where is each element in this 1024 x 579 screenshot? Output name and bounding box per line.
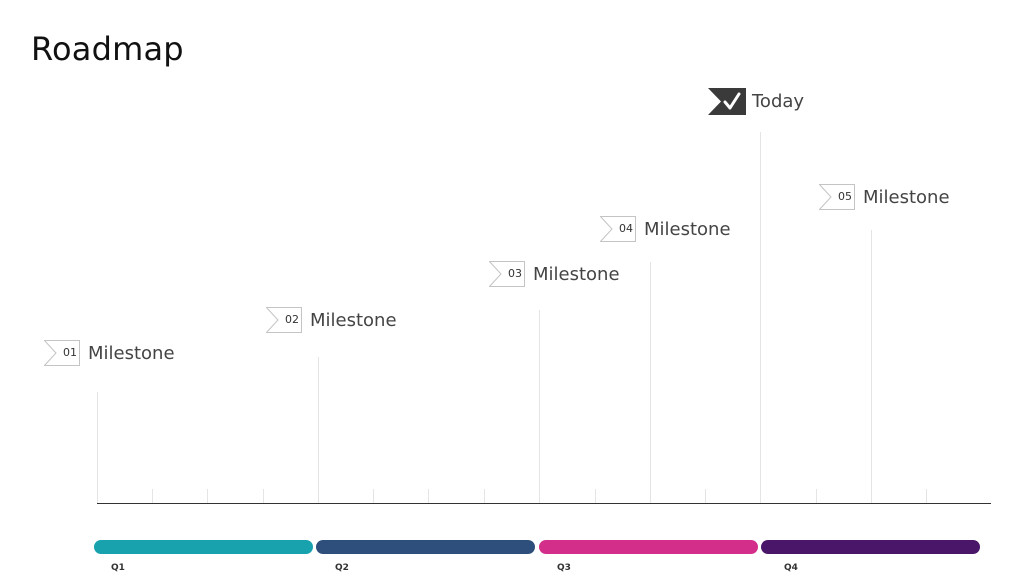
milestone-04: 04 Milestone [600,216,731,242]
checkmark-icon [708,88,746,115]
milestone-label: Milestone [310,309,397,331]
milestone-label: Milestone [863,186,950,208]
quarter-label-q1: Q1 [111,563,125,573]
timeline-axis [97,503,991,504]
milestone-guide-line [871,230,872,503]
milestone-01: 01 Milestone [44,340,175,366]
axis-tick [428,489,429,503]
page-title: Roadmap [31,30,184,68]
milestone-guide-line [318,357,319,503]
milestone-label: Milestone [644,218,731,240]
milestone-flag-icon: 04 [600,216,636,242]
milestone-05: 05 Milestone [819,184,950,210]
milestone-flag-icon: 01 [44,340,80,366]
milestone-number: 03 [508,267,522,280]
milestone-number: 05 [838,190,852,203]
milestone-guide-line [539,310,540,503]
axis-tick [373,489,374,503]
milestone-number: 02 [285,313,299,326]
milestone-label: Milestone [88,342,175,364]
today-marker: Today [708,88,804,115]
axis-tick [926,489,927,503]
milestone-guide-line [650,262,651,503]
milestone-guide-line [97,392,98,503]
today-guide-line [760,132,761,503]
axis-tick [705,489,706,503]
quarter-bar-q1 [94,540,313,554]
milestone-number: 01 [63,346,77,359]
quarter-label-q4: Q4 [784,563,798,573]
milestone-flag-icon: 05 [819,184,855,210]
milestone-03: 03 Milestone [489,261,620,287]
axis-tick [816,489,817,503]
quarter-label-q3: Q3 [557,563,571,573]
axis-tick [152,489,153,503]
quarter-bar-q2 [316,540,535,554]
today-label: Today [752,91,805,112]
milestone-flag-icon: 02 [266,307,302,333]
axis-tick [207,489,208,503]
milestone-number: 04 [619,222,633,235]
quarter-bar-q4 [761,540,980,554]
axis-tick [263,489,264,503]
quarter-label-q2: Q2 [335,563,349,573]
milestone-flag-icon: 03 [489,261,525,287]
milestone-label: Milestone [533,263,620,285]
quarter-bar-q3 [539,540,758,554]
milestone-02: 02 Milestone [266,307,397,333]
axis-tick [595,489,596,503]
axis-tick [484,489,485,503]
